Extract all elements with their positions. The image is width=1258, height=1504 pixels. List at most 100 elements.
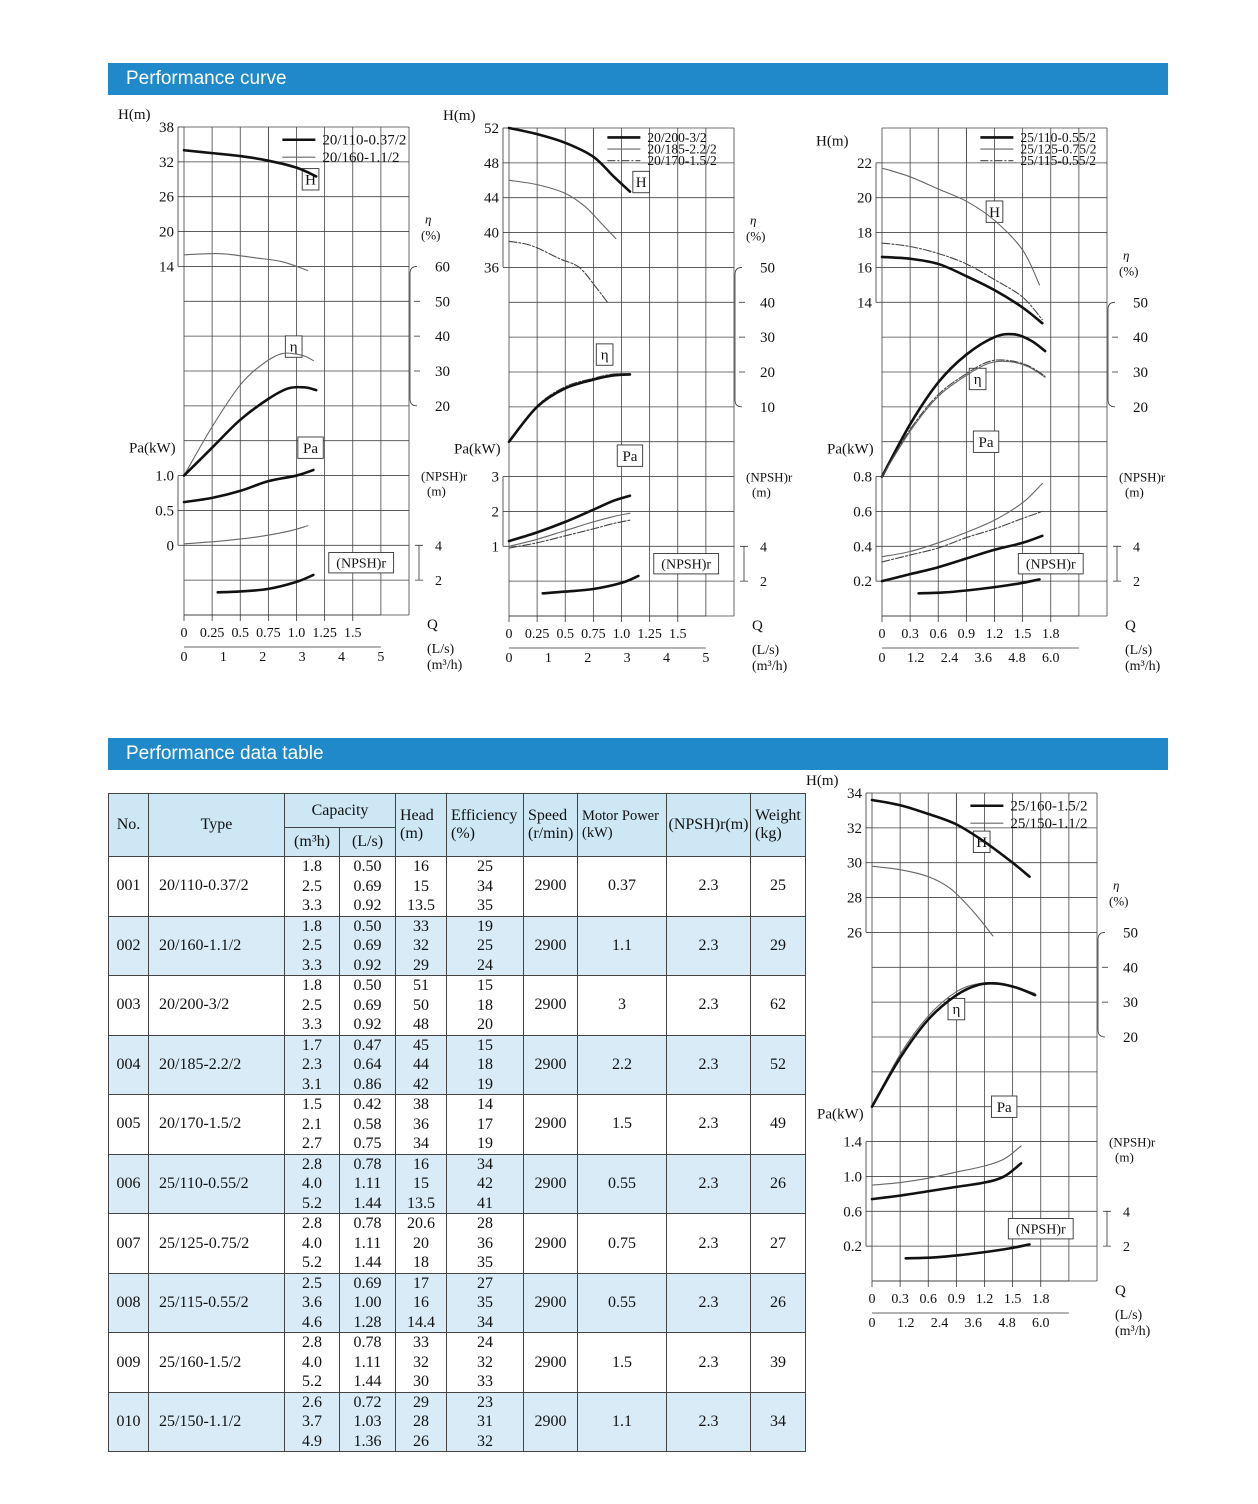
svg-text:32: 32	[159, 155, 174, 171]
svg-text:3.6: 3.6	[975, 651, 993, 666]
svg-text:(L/s): (L/s)	[1125, 643, 1153, 658]
svg-text:3: 3	[299, 650, 306, 665]
svg-text:6.0: 6.0	[1032, 1316, 1050, 1331]
svg-text:34: 34	[847, 786, 863, 802]
svg-text:η: η	[750, 213, 756, 228]
svg-text:40: 40	[1123, 960, 1138, 976]
svg-text:H(m): H(m)	[816, 133, 849, 149]
svg-text:(L/s): (L/s)	[1115, 1308, 1143, 1323]
svg-text:H(m): H(m)	[806, 773, 839, 789]
svg-text:(%): (%)	[1119, 263, 1139, 278]
svg-text:1.5: 1.5	[669, 627, 687, 642]
svg-text:(NPSH)r: (NPSH)r	[1026, 557, 1076, 572]
svg-text:1.4: 1.4	[843, 1135, 862, 1151]
svg-text:0: 0	[869, 1316, 876, 1331]
svg-text:4: 4	[338, 650, 345, 665]
svg-text:1.8: 1.8	[1042, 627, 1060, 642]
svg-text:(NPSH)r: (NPSH)r	[336, 556, 386, 571]
svg-text:2: 2	[492, 504, 500, 520]
svg-text:0: 0	[506, 627, 513, 642]
svg-text:1.0: 1.0	[613, 627, 631, 642]
svg-text:0: 0	[167, 538, 175, 554]
svg-text:28: 28	[847, 891, 862, 907]
svg-text:Pa: Pa	[997, 1100, 1012, 1116]
svg-text:H: H	[989, 205, 1000, 221]
svg-text:38: 38	[159, 120, 174, 136]
svg-text:3.6: 3.6	[965, 1316, 983, 1331]
svg-text:4: 4	[663, 651, 670, 666]
svg-text:0.6: 0.6	[920, 1292, 938, 1307]
svg-text:Pa(kW): Pa(kW)	[827, 442, 874, 458]
svg-text:0.9: 0.9	[958, 627, 976, 642]
svg-text:2: 2	[259, 650, 266, 665]
svg-text:40: 40	[484, 226, 499, 242]
svg-text:0: 0	[869, 1292, 876, 1307]
svg-text:H(m): H(m)	[443, 108, 476, 124]
svg-text:1.8: 1.8	[1032, 1292, 1050, 1307]
svg-text:η: η	[952, 1002, 960, 1018]
svg-text:1.2: 1.2	[907, 651, 925, 666]
svg-text:(%): (%)	[1109, 894, 1129, 909]
svg-text:0.25: 0.25	[525, 627, 550, 642]
svg-text:Q: Q	[1125, 618, 1136, 634]
svg-text:0: 0	[181, 626, 188, 641]
svg-text:η: η	[1123, 247, 1129, 262]
svg-text:18: 18	[857, 226, 872, 242]
svg-text:0: 0	[879, 651, 886, 666]
svg-text:30: 30	[847, 856, 862, 872]
svg-text:25/150-1.1/2: 25/150-1.1/2	[1010, 816, 1087, 832]
svg-text:0.5: 0.5	[557, 627, 575, 642]
svg-text:0: 0	[181, 650, 188, 665]
svg-text:(m): (m)	[1125, 485, 1144, 500]
svg-text:6.0: 6.0	[1042, 651, 1060, 666]
svg-text:48: 48	[484, 156, 499, 172]
svg-text:20: 20	[857, 191, 872, 207]
svg-text:0: 0	[879, 627, 886, 642]
svg-text:0.3: 0.3	[901, 627, 919, 642]
svg-text:4.8: 4.8	[1008, 651, 1026, 666]
svg-text:0.2: 0.2	[843, 1239, 862, 1255]
svg-text:(m): (m)	[1115, 1150, 1134, 1165]
svg-text:14: 14	[159, 259, 175, 275]
svg-text:Pa: Pa	[303, 441, 318, 457]
svg-text:40: 40	[1133, 330, 1148, 346]
svg-text:0.6: 0.6	[843, 1204, 862, 1220]
svg-text:0.8: 0.8	[853, 470, 872, 486]
svg-text:2: 2	[584, 651, 591, 666]
svg-text:0.6: 0.6	[853, 504, 872, 520]
svg-text:1.2: 1.2	[897, 1316, 915, 1331]
svg-text:1: 1	[545, 651, 552, 666]
svg-text:(NPSH)r: (NPSH)r	[661, 557, 711, 572]
svg-text:20: 20	[1123, 1030, 1138, 1046]
svg-text:η: η	[974, 372, 982, 388]
svg-text:0.6: 0.6	[930, 627, 948, 642]
svg-text:25/115-0.55/2: 25/115-0.55/2	[1020, 153, 1096, 168]
svg-text:0.9: 0.9	[948, 1292, 966, 1307]
svg-text:1.25: 1.25	[637, 627, 662, 642]
svg-text:Pa: Pa	[622, 449, 637, 465]
svg-text:25/160-1.5/2: 25/160-1.5/2	[1010, 799, 1087, 815]
svg-text:5: 5	[702, 651, 709, 666]
svg-text:20/160-1.1/2: 20/160-1.1/2	[322, 150, 399, 166]
svg-text:1: 1	[492, 539, 500, 555]
svg-text:0: 0	[506, 651, 513, 666]
svg-text:1.0: 1.0	[155, 469, 174, 485]
svg-text:1.2: 1.2	[976, 1292, 994, 1307]
svg-text:20/110-0.37/2: 20/110-0.37/2	[322, 133, 406, 149]
svg-text:Q: Q	[752, 618, 763, 634]
svg-text:32: 32	[847, 821, 862, 837]
svg-text:26: 26	[159, 190, 175, 206]
svg-text:22: 22	[857, 156, 872, 172]
svg-text:(m³/h): (m³/h)	[1115, 1324, 1151, 1339]
svg-text:0.75: 0.75	[256, 626, 281, 641]
svg-text:20/170-1.5/2: 20/170-1.5/2	[647, 153, 716, 168]
svg-text:30: 30	[1123, 995, 1138, 1011]
svg-text:1.25: 1.25	[312, 626, 337, 641]
svg-text:H: H	[636, 175, 647, 191]
svg-text:1.5: 1.5	[1014, 627, 1032, 642]
svg-text:(m³/h): (m³/h)	[1125, 659, 1161, 674]
svg-text:16: 16	[857, 260, 873, 276]
svg-text:5: 5	[377, 650, 384, 665]
svg-text:0.3: 0.3	[891, 1292, 909, 1307]
svg-text:4: 4	[1133, 540, 1140, 555]
